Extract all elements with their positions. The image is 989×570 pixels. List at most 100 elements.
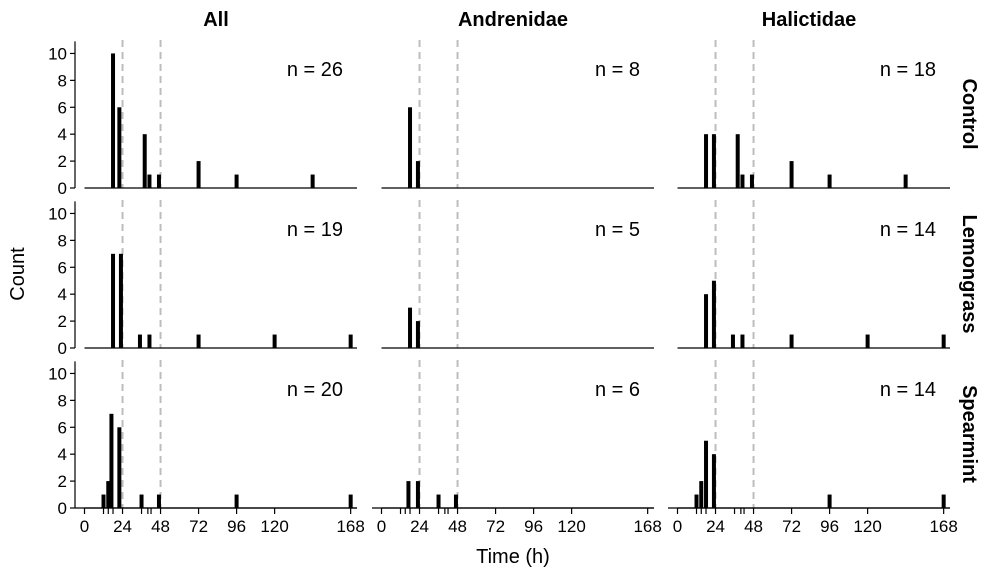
bar [941,334,946,348]
panel: n = 20 [84,360,357,509]
n-label: n = 18 [880,59,936,81]
bar [117,427,122,508]
bar [310,174,315,188]
y-tick-label: 8 [58,231,67,250]
bar [415,481,420,508]
bar [137,334,142,348]
column-strip-label: All [203,9,229,31]
y-axis: 0 2 4 6 8 10 [48,361,76,518]
bar [740,174,745,188]
y-tick-label: 0 [58,499,67,518]
y-tick-label: 6 [58,418,67,437]
column-strip-labels: All Andrenidae Halictidae [203,9,856,31]
bar [699,481,704,508]
row-strip-label: Lemongrass [958,215,980,334]
bar [142,134,147,188]
y-axes: 0 2 4 6 8 10 0 2 4 6 8 10 0 2 4 6 8 10 [48,41,76,518]
bar [735,134,740,188]
bar [789,334,794,348]
n-label: n = 14 [880,379,936,401]
bar [156,174,161,188]
y-tick-label: 8 [58,71,67,90]
y-tick-label: 2 [58,472,67,491]
n-label: n = 8 [595,59,640,81]
x-tick-label: 96 [820,517,839,536]
n-label: n = 26 [287,59,343,81]
bar [408,307,413,348]
bar [118,253,123,348]
x-tick-label: 24 [410,517,429,536]
y-tick-label: 6 [58,258,67,277]
y-axis-title: Count [7,247,29,301]
x-axis: 0 24 48 72 96 120 168 [668,507,958,536]
x-axes: 0 24 48 72 96 120 168 0 24 48 72 96 120 168 0 24 48 72 96 1… [75,507,958,536]
bar [111,253,116,348]
y-tick-label: 4 [58,445,67,464]
row-strip-label: Control [958,78,980,149]
y-axis: 0 2 4 6 8 10 [48,201,76,358]
bar [101,494,106,508]
bar [436,494,441,508]
x-tick-label: 120 [260,517,288,536]
x-tick-label: 0 [80,517,89,536]
bar [789,161,794,188]
y-tick-label: 10 [48,44,67,63]
bar [348,334,353,348]
x-tick-label: 120 [853,517,881,536]
bar [234,494,239,508]
bar [156,494,161,508]
n-label: n = 20 [287,379,343,401]
y-tick-label: 10 [48,204,67,223]
panel: n = 26 [84,40,357,189]
bar [196,161,201,188]
x-tick-label: 168 [336,517,364,536]
bar [704,134,709,188]
bar [749,174,754,188]
bar [827,494,832,508]
bar [139,494,144,508]
bar [711,454,716,508]
bar [827,174,832,188]
bar [406,481,411,508]
bar [730,334,735,348]
panel: n = 19 [84,200,357,349]
bar [704,440,709,508]
x-tick-label: 48 [448,517,467,536]
bar [234,174,239,188]
bar [903,174,908,188]
n-label: n = 19 [287,219,343,241]
y-tick-label: 0 [58,339,67,358]
bar [111,53,116,188]
n-label: n = 6 [595,379,640,401]
panel: n = 8 [381,40,654,189]
x-tick-label: 168 [633,517,661,536]
y-axis: 0 2 4 6 8 10 [48,41,76,198]
bar [711,280,716,348]
bar [117,107,122,188]
bar [196,334,201,348]
bar [865,334,870,348]
y-tick-label: 0 [58,179,67,198]
bar [147,174,152,188]
x-tick-label: 72 [782,517,801,536]
column-strip-label: Andrenidae [458,9,568,31]
bar [704,294,709,348]
y-tick-label: 10 [48,364,67,383]
row-strip-labels: Control Lemongrass Spearmint [958,78,980,483]
x-tick-label: 0 [673,517,682,536]
x-tick-label: 120 [557,517,585,536]
panel: n = 14 [677,360,950,509]
bar [348,494,353,508]
y-tick-label: 4 [58,125,67,144]
bar [415,321,420,348]
x-axis: 0 24 48 72 96 120 168 [75,507,365,536]
x-tick-label: 96 [524,517,543,536]
y-tick-label: 2 [58,312,67,331]
column-strip-label: Halictidae [762,9,856,31]
panel: n = 18 [677,40,950,189]
bar [272,334,277,348]
x-tick-label: 168 [929,517,957,536]
row-strip-label: Spearmint [958,385,980,483]
bar [740,334,745,348]
